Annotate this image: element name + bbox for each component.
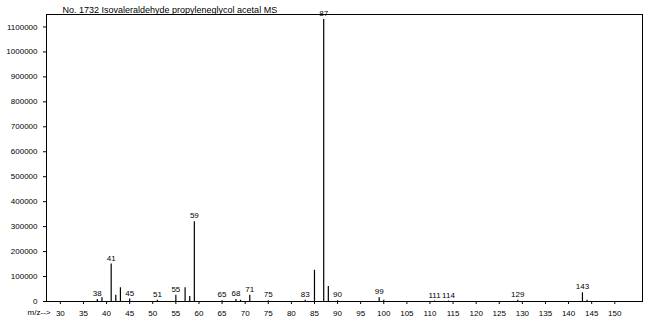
- svg-text:145: 145: [585, 309, 599, 318]
- svg-text:55: 55: [171, 285, 180, 294]
- svg-text:125: 125: [493, 309, 507, 318]
- svg-text:60: 60: [195, 309, 204, 318]
- svg-text:99: 99: [375, 287, 384, 296]
- svg-text:115: 115: [447, 309, 460, 318]
- svg-text:100: 100: [377, 309, 391, 318]
- svg-text:70: 70: [241, 309, 250, 318]
- svg-text:700000: 700000: [11, 122, 38, 131]
- svg-text:50: 50: [148, 309, 157, 318]
- svg-text:87: 87: [319, 9, 328, 18]
- svg-text:90: 90: [333, 290, 342, 299]
- svg-text:130: 130: [516, 309, 530, 318]
- svg-text:80: 80: [287, 309, 296, 318]
- svg-text:No. 1732 Isovaleraldehyde prop: No. 1732 Isovaleraldehyde propyleneglyco…: [63, 5, 278, 15]
- svg-text:65: 65: [218, 309, 227, 318]
- svg-text:90: 90: [333, 309, 342, 318]
- svg-text:85: 85: [310, 309, 319, 318]
- svg-text:111: 111: [429, 291, 442, 300]
- svg-text:83: 83: [301, 290, 310, 299]
- svg-text:114: 114: [442, 291, 455, 300]
- svg-text:200000: 200000: [11, 247, 38, 256]
- svg-text:45: 45: [125, 309, 134, 318]
- svg-text:30: 30: [56, 309, 65, 318]
- svg-text:59: 59: [190, 211, 199, 220]
- svg-text:40: 40: [102, 309, 111, 318]
- svg-text:75: 75: [264, 290, 273, 299]
- svg-text:m/z-->: m/z-->: [28, 308, 51, 317]
- svg-text:400000: 400000: [11, 197, 38, 206]
- svg-text:41: 41: [107, 254, 116, 263]
- svg-text:110: 110: [424, 309, 437, 318]
- svg-text:71: 71: [245, 285, 254, 294]
- svg-text:65: 65: [218, 290, 227, 299]
- svg-text:800000: 800000: [11, 97, 38, 106]
- svg-text:45: 45: [125, 289, 134, 298]
- svg-text:500000: 500000: [11, 172, 38, 181]
- svg-text:55: 55: [171, 309, 180, 318]
- svg-text:95: 95: [356, 309, 365, 318]
- svg-text:51: 51: [153, 290, 162, 299]
- svg-text:68: 68: [231, 289, 240, 298]
- svg-text:900000: 900000: [11, 72, 38, 81]
- svg-text:300000: 300000: [11, 222, 38, 231]
- svg-text:135: 135: [539, 309, 553, 318]
- svg-text:35: 35: [79, 309, 88, 318]
- svg-text:105: 105: [400, 309, 414, 318]
- svg-text:100000: 100000: [11, 272, 38, 281]
- svg-text:75: 75: [264, 309, 273, 318]
- svg-text:600000: 600000: [11, 147, 38, 156]
- svg-text:0: 0: [33, 297, 38, 306]
- svg-text:140: 140: [562, 309, 576, 318]
- svg-text:120: 120: [469, 309, 483, 318]
- svg-text:150: 150: [608, 309, 622, 318]
- svg-text:1000000: 1000000: [6, 47, 38, 56]
- svg-text:1100000: 1100000: [7, 23, 38, 32]
- svg-text:38: 38: [93, 289, 102, 298]
- svg-text:129: 129: [511, 290, 525, 299]
- svg-text:143: 143: [576, 282, 590, 291]
